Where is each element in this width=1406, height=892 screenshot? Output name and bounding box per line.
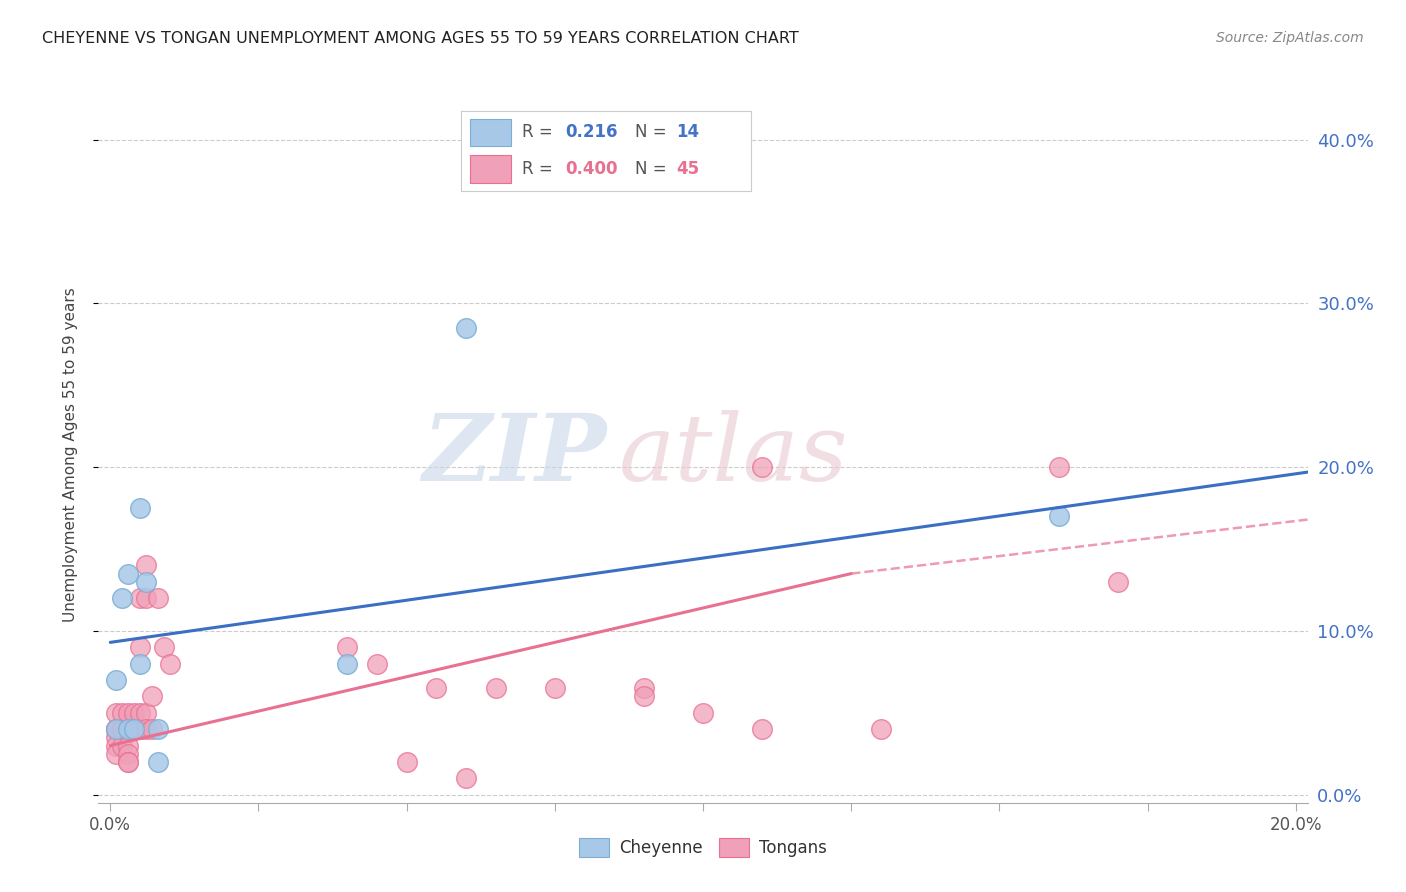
- Point: [141, 722, 163, 736]
- Point: [105, 722, 128, 736]
- Point: [117, 747, 139, 761]
- Y-axis label: Unemployment Among Ages 55 to 59 years: Unemployment Among Ages 55 to 59 years: [63, 287, 77, 623]
- Point: [111, 706, 134, 720]
- Point: [117, 706, 139, 720]
- Point: [122, 722, 145, 736]
- Point: [751, 460, 773, 475]
- Point: [159, 657, 181, 671]
- Point: [111, 739, 134, 753]
- Point: [454, 771, 477, 785]
- Point: [336, 657, 359, 671]
- Point: [146, 591, 169, 606]
- Point: [366, 657, 388, 671]
- Point: [129, 722, 152, 736]
- Point: [105, 673, 128, 687]
- Point: [129, 657, 152, 671]
- Point: [152, 640, 174, 655]
- Point: [105, 722, 128, 736]
- Point: [122, 722, 145, 736]
- Point: [117, 755, 139, 769]
- Text: CHEYENNE VS TONGAN UNEMPLOYMENT AMONG AGES 55 TO 59 YEARS CORRELATION CHART: CHEYENNE VS TONGAN UNEMPLOYMENT AMONG AG…: [42, 31, 799, 46]
- Point: [869, 722, 891, 736]
- Text: atlas: atlas: [619, 410, 848, 500]
- Point: [105, 739, 128, 753]
- Point: [129, 706, 152, 720]
- Point: [1047, 460, 1070, 475]
- Point: [1107, 574, 1129, 589]
- Point: [129, 501, 152, 516]
- Point: [111, 722, 134, 736]
- Point: [117, 722, 139, 736]
- Point: [1047, 509, 1070, 524]
- Point: [692, 706, 714, 720]
- Text: ZIP: ZIP: [422, 410, 606, 500]
- Point: [135, 706, 157, 720]
- Text: Source: ZipAtlas.com: Source: ZipAtlas.com: [1216, 31, 1364, 45]
- Point: [117, 739, 139, 753]
- Point: [336, 640, 359, 655]
- Point: [135, 722, 157, 736]
- Point: [135, 591, 157, 606]
- Legend: Cheyenne, Tongans: Cheyenne, Tongans: [572, 831, 834, 864]
- Point: [146, 755, 169, 769]
- Point: [117, 566, 139, 581]
- Point: [105, 722, 128, 736]
- Point: [129, 640, 152, 655]
- Point: [395, 755, 418, 769]
- Point: [117, 755, 139, 769]
- Point: [111, 591, 134, 606]
- Point: [454, 321, 477, 335]
- Point: [105, 747, 128, 761]
- Point: [105, 731, 128, 745]
- Point: [117, 722, 139, 736]
- Point: [135, 574, 157, 589]
- Point: [544, 681, 567, 696]
- Point: [484, 681, 506, 696]
- Point: [751, 722, 773, 736]
- Point: [105, 706, 128, 720]
- Point: [633, 681, 655, 696]
- Point: [633, 690, 655, 704]
- Point: [129, 591, 152, 606]
- Point: [141, 690, 163, 704]
- Point: [135, 558, 157, 573]
- Point: [425, 681, 447, 696]
- Point: [122, 706, 145, 720]
- Point: [146, 722, 169, 736]
